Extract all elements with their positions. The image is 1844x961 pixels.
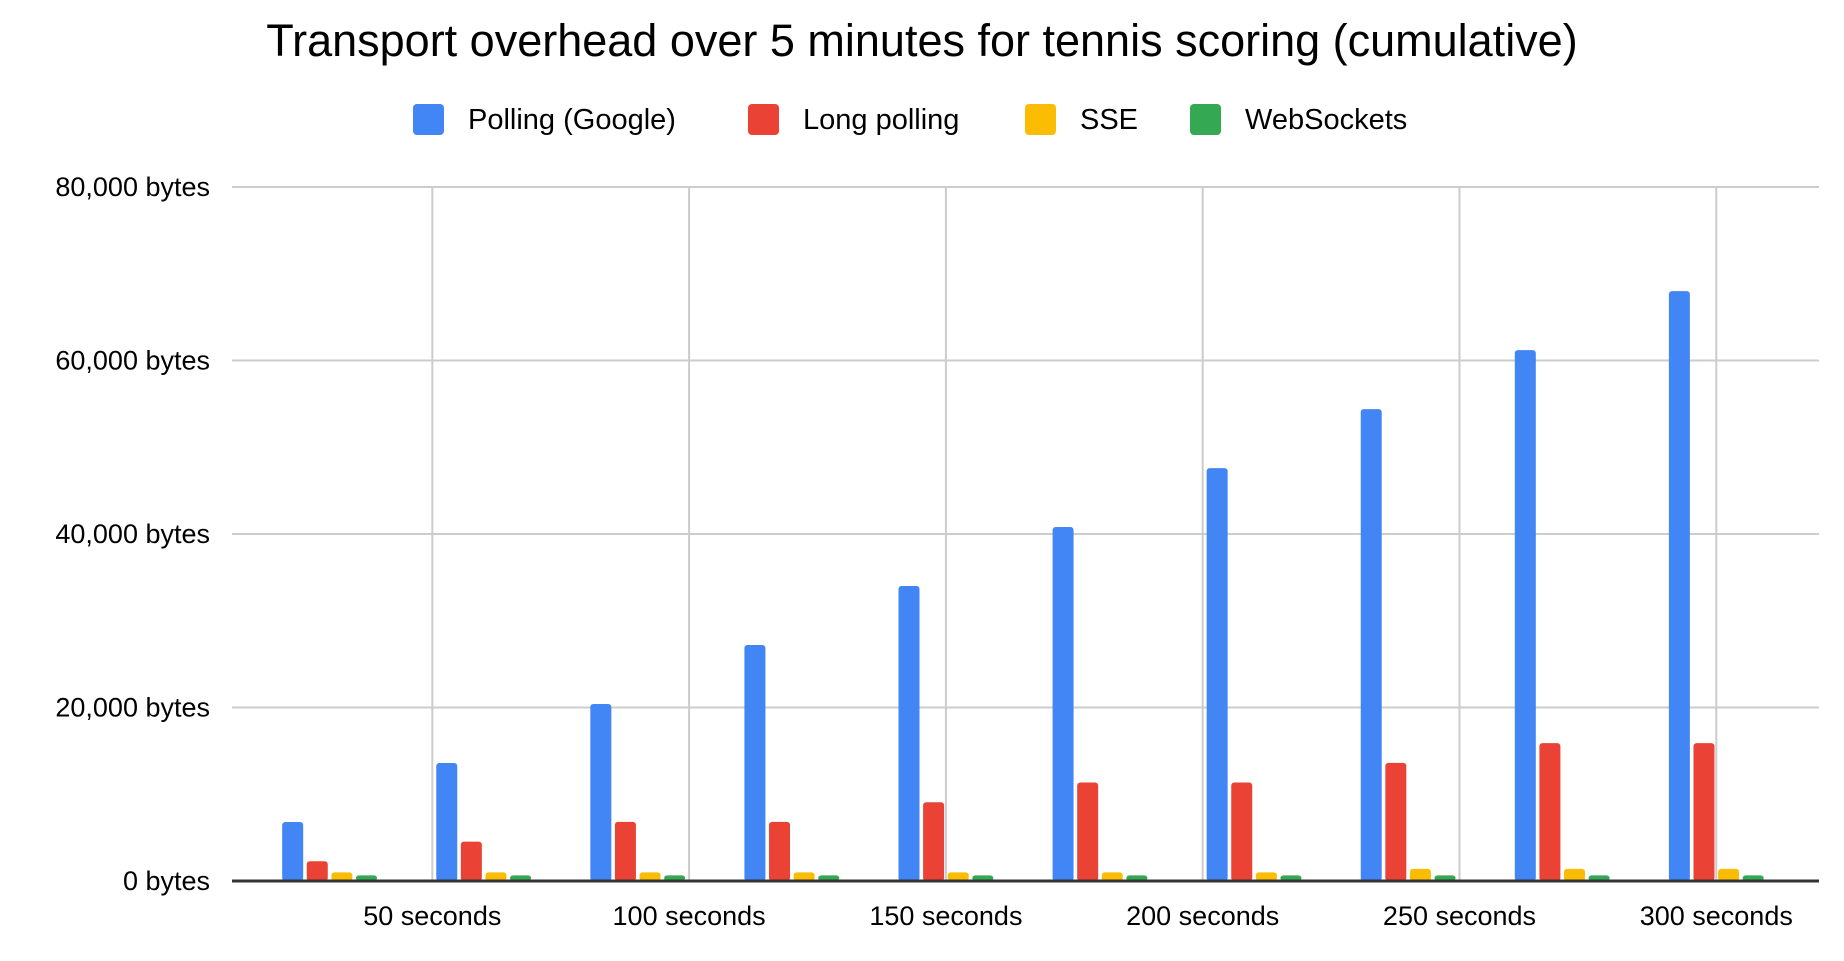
bar-polling-google xyxy=(1052,527,1074,881)
bar-polling-google xyxy=(1514,350,1536,882)
legend-item: Polling (Google) xyxy=(413,104,676,136)
bar-long-polling xyxy=(460,841,482,881)
legend-swatch xyxy=(413,104,444,135)
x-tick-label: 100 seconds xyxy=(613,901,766,931)
legend-label: Polling (Google) xyxy=(468,104,676,136)
bar-polling-google xyxy=(1668,291,1690,882)
bar-sse xyxy=(793,872,815,881)
bar-long-polling xyxy=(614,821,636,881)
x-tick-label: 150 seconds xyxy=(869,901,1022,931)
bar-polling-google xyxy=(744,645,766,881)
legend-label: SSE xyxy=(1080,104,1138,136)
bar-long-polling xyxy=(1539,743,1561,881)
legend-item: SSE xyxy=(1025,104,1138,136)
legend-swatch xyxy=(748,104,779,135)
bar-polling-google xyxy=(1360,409,1382,881)
bar-long-polling xyxy=(1693,743,1715,881)
bar-long-polling xyxy=(1077,782,1099,881)
gridlines xyxy=(232,186,1819,881)
bar-sse xyxy=(1718,868,1740,881)
bar-sse xyxy=(639,872,661,881)
y-tick-label: 40,000 bytes xyxy=(55,519,210,549)
bar-polling-google xyxy=(1206,468,1228,881)
bar-sse xyxy=(1255,872,1277,881)
y-tick-label: 80,000 bytes xyxy=(55,172,210,202)
bar-polling-google xyxy=(590,704,612,881)
legend-item: Long polling xyxy=(748,104,959,136)
bar-sse xyxy=(485,872,507,881)
legend-label: Long polling xyxy=(803,104,959,136)
bar-polling-google xyxy=(436,763,458,881)
bar-sse xyxy=(1409,868,1431,881)
bar-sse xyxy=(1564,868,1586,881)
axes: 0 bytes 20,000 bytes 40,000 bytes 60,000 by… xyxy=(55,172,1819,931)
y-tick-label: 0 bytes xyxy=(123,866,210,896)
bar-long-polling xyxy=(306,861,328,881)
x-tick-label: 50 seconds xyxy=(363,901,501,931)
legend-swatch xyxy=(1025,104,1056,135)
bar-sse xyxy=(947,872,969,881)
bars xyxy=(282,291,1764,882)
bar-long-polling xyxy=(1231,782,1253,881)
y-tick-label: 60,000 bytes xyxy=(55,346,210,376)
y-tick-label: 20,000 bytes xyxy=(55,693,210,723)
bar-polling-google xyxy=(898,586,920,881)
bar-long-polling xyxy=(1385,762,1407,881)
x-tick-label: 200 seconds xyxy=(1126,901,1279,931)
legend-item: WebSockets xyxy=(1190,104,1407,136)
x-tick-label: 250 seconds xyxy=(1383,901,1536,931)
x-tick-label: 300 seconds xyxy=(1640,901,1793,931)
chart-title: Transport overhead over 5 minutes for te… xyxy=(266,15,1577,66)
bar-long-polling xyxy=(769,821,791,881)
bar-polling-google xyxy=(282,822,304,881)
bar-long-polling xyxy=(923,802,945,881)
bar-sse xyxy=(1101,872,1123,881)
bar-sse xyxy=(331,872,353,881)
legend-swatch xyxy=(1190,104,1221,135)
legend: Polling (Google) Long polling SSE WebSocket… xyxy=(413,104,1407,136)
legend-label: WebSockets xyxy=(1245,104,1407,136)
